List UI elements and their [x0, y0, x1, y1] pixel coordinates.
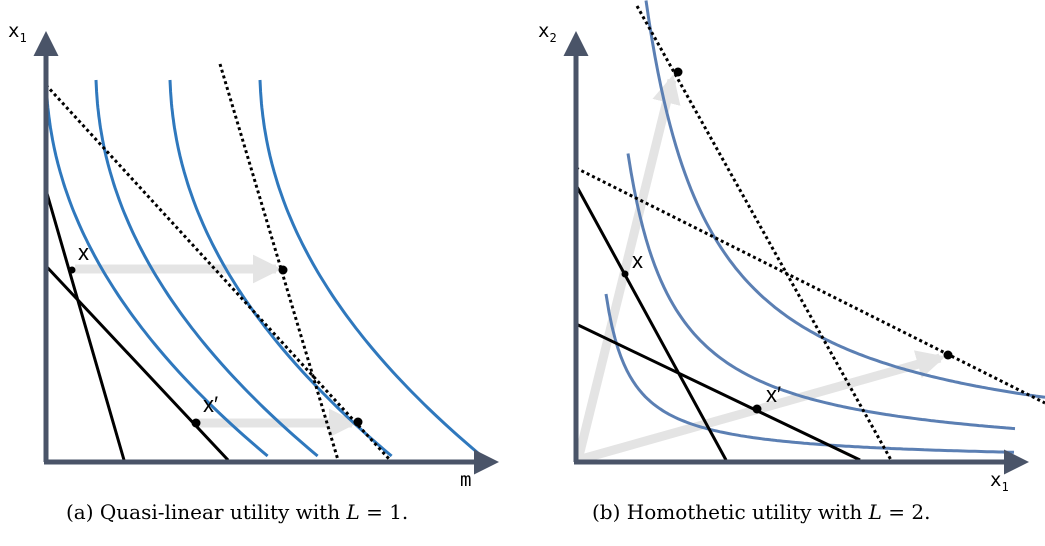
indifference-curves-b — [604, 0, 1045, 454]
point-x-b — [621, 270, 629, 278]
ray-upper — [573, 74, 681, 462]
point-x-label-b: x — [632, 248, 643, 273]
caption-b: (b) Homothetic utility with L = 2. — [592, 500, 931, 524]
point-x-prime-b — [752, 404, 762, 414]
indifference-curve — [168, 79, 393, 458]
caption-a: (a) Quasi-linear utility with L = 1. — [66, 500, 409, 524]
point-upper-new — [278, 265, 288, 275]
point-x-prime — [191, 418, 201, 428]
budget-line-flat — [44, 264, 230, 462]
indifference-curve — [644, 0, 1045, 399]
point-x-prime-label-b: x′ — [766, 382, 781, 407]
budget-line-dotted-steep — [218, 63, 340, 461]
x-axis-label-a: m — [460, 469, 471, 491]
indifference-curves-a — [44, 79, 483, 458]
panel-b: x2 x1 x x′ — [538, 0, 1045, 494]
point-x — [68, 266, 76, 274]
indifference-curve — [94, 79, 319, 458]
y-axis-label-b: x2 — [538, 20, 557, 45]
point-x-prime-label: x′ — [203, 392, 218, 417]
budget-line-flat-b — [575, 322, 861, 462]
budget-line-dotted-flat — [44, 83, 392, 462]
indifference-curve — [44, 79, 269, 458]
point-x-label: x — [78, 240, 89, 265]
budget-line-dotted-steep-b — [635, 5, 893, 461]
panel-a: x1 m x x′ — [8, 20, 499, 491]
budget-line-steep-b — [574, 184, 728, 461]
point-lower-new — [353, 417, 363, 427]
x-axis-label-b: x1 — [990, 469, 1009, 494]
y-axis-label-a: x1 — [8, 20, 27, 45]
budget-line-dotted-flat-b — [575, 166, 1045, 405]
point-upper-new-b — [673, 67, 683, 77]
indifference-curve — [604, 293, 1015, 454]
point-lower-new-b — [943, 350, 953, 360]
budget-line-steep — [44, 189, 126, 461]
indifference-curve — [626, 153, 1016, 431]
indifference-curve — [258, 79, 483, 458]
